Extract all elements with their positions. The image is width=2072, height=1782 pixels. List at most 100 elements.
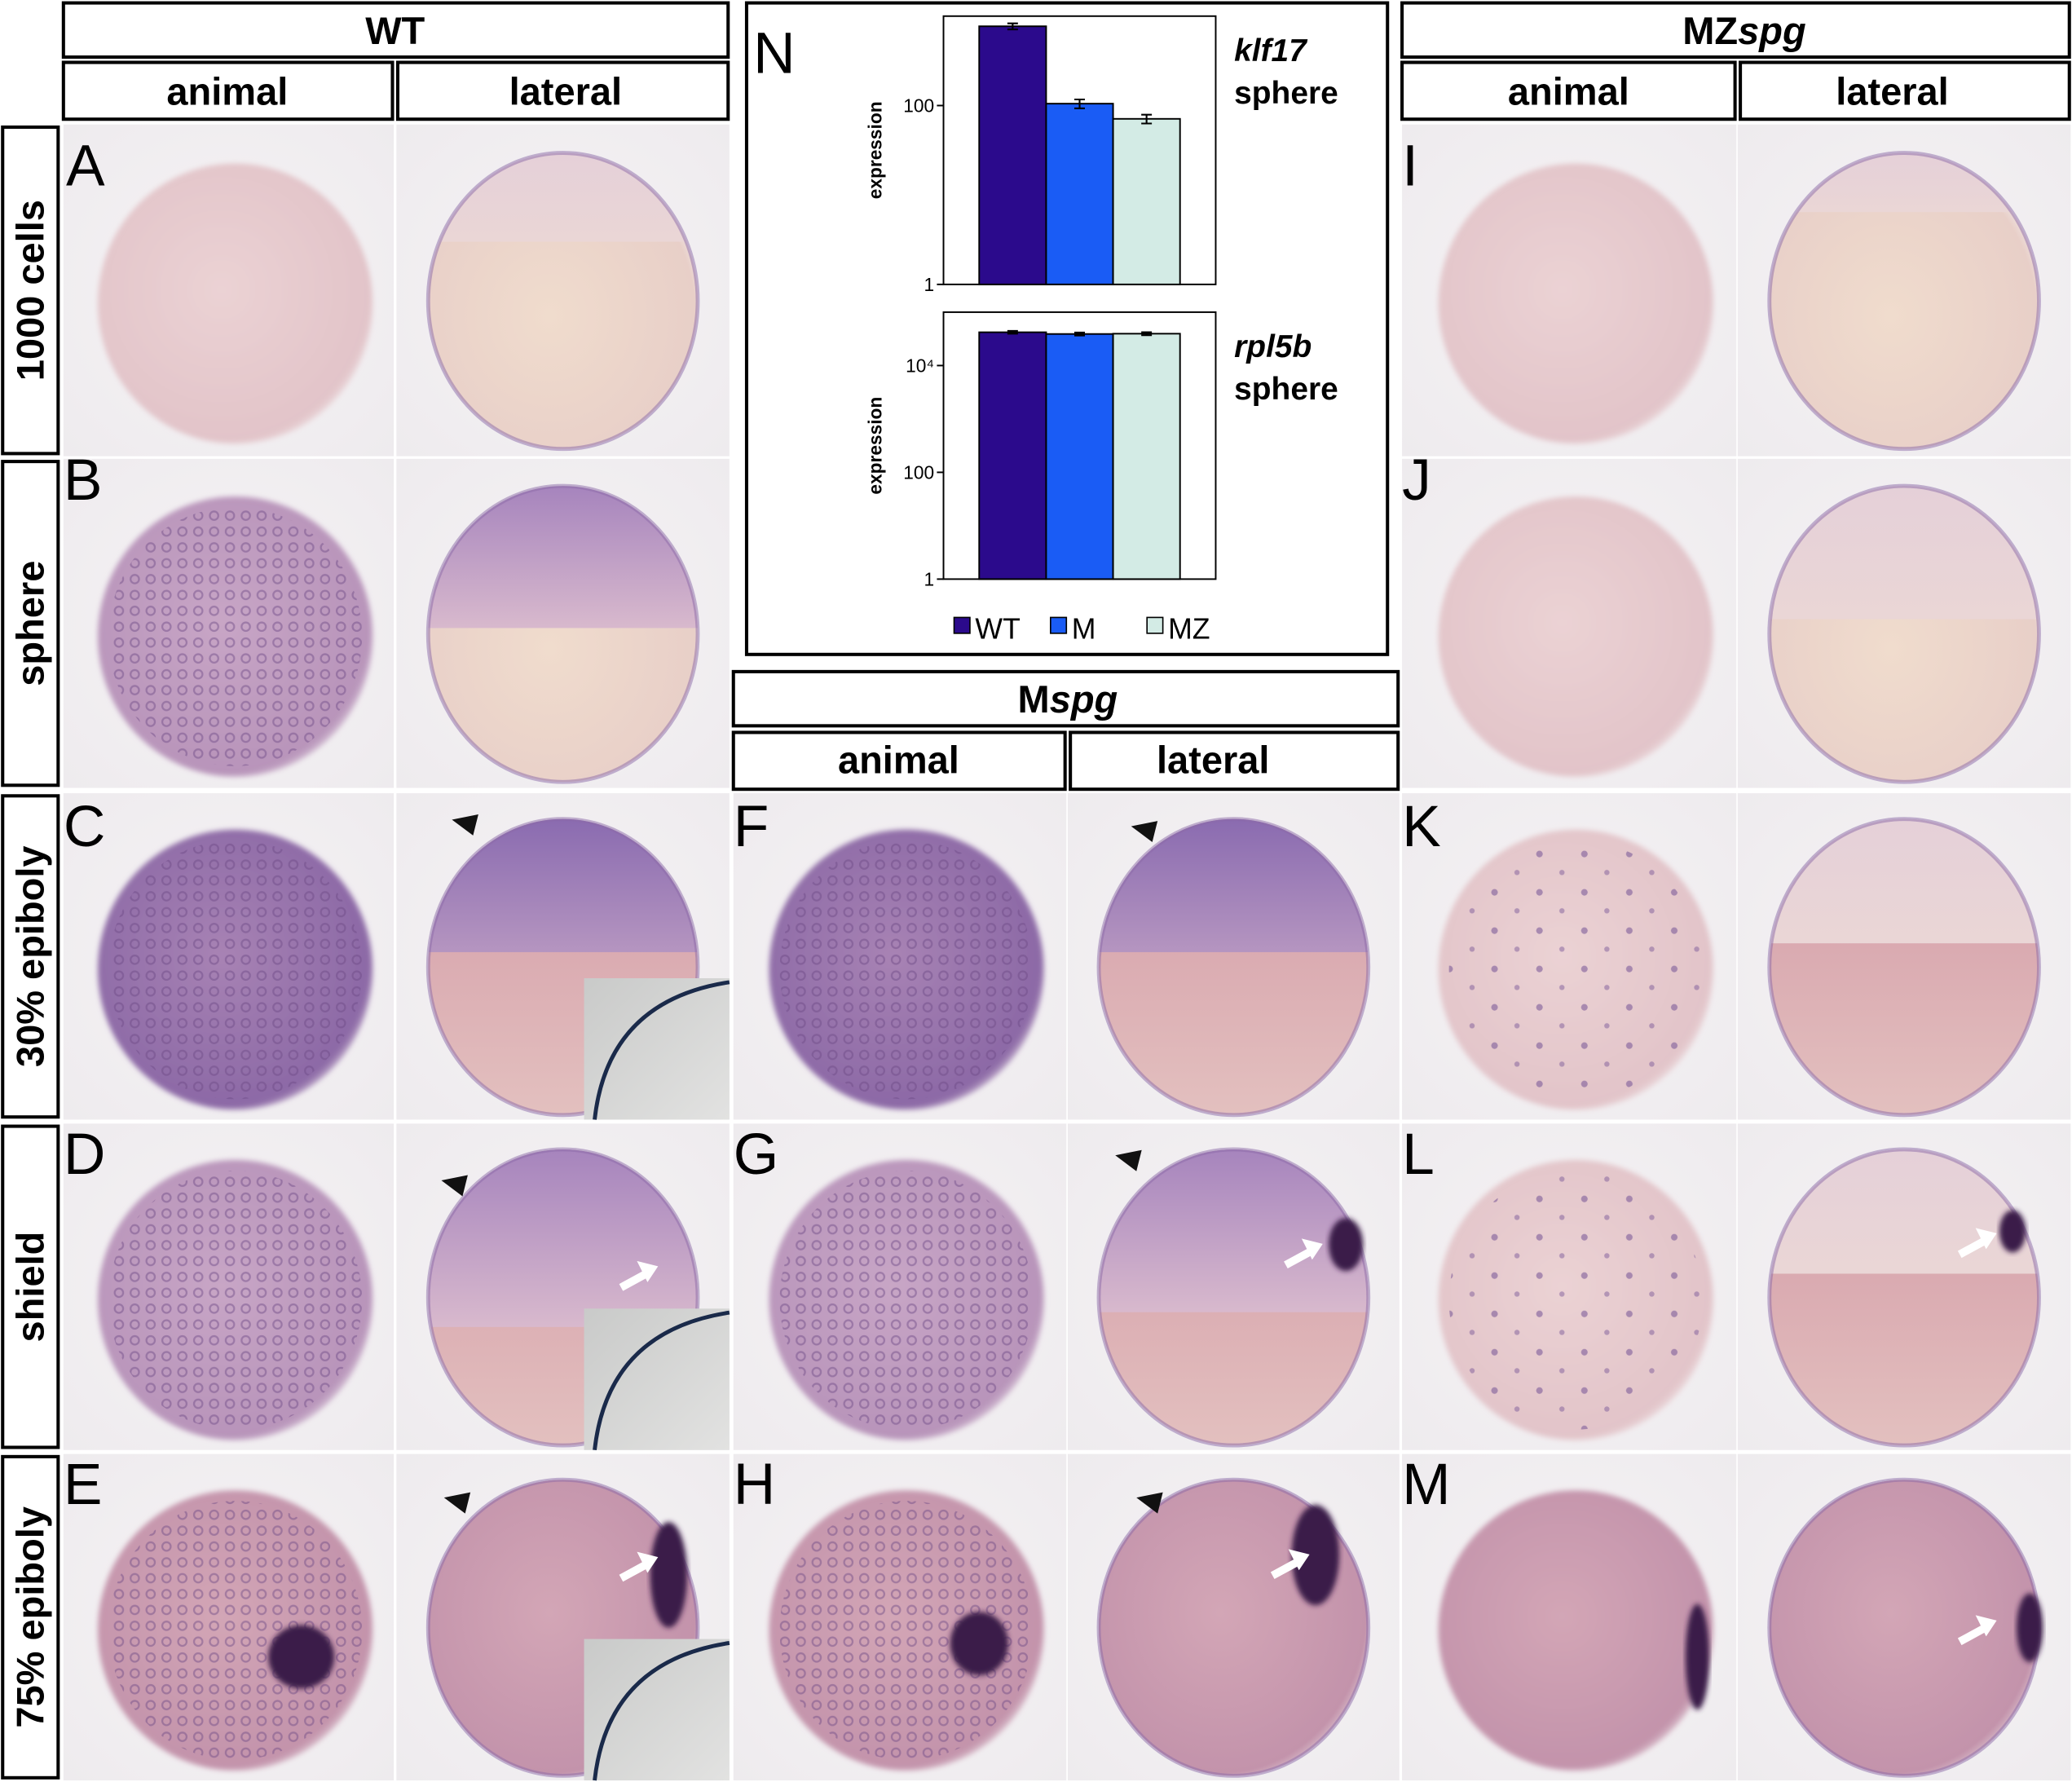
- dic-edge: [593, 1310, 730, 1451]
- row-label: 75% epiboly: [8, 1506, 51, 1728]
- y-tick-label: 100: [903, 95, 934, 117]
- header-part: M: [1018, 677, 1050, 721]
- error-bar: [1074, 331, 1085, 337]
- image-panels: [63, 124, 2071, 1781]
- y-tick-label: 10⁴: [906, 355, 934, 377]
- embryo-edge: [1096, 1147, 1371, 1448]
- row-label-box: [1, 1454, 60, 1780]
- panel-letter: J: [1402, 448, 1431, 513]
- header: MZspg: [1682, 9, 1805, 52]
- row-label: sphere: [8, 561, 51, 686]
- header: animal: [1508, 69, 1629, 112]
- dic-edge: [593, 1641, 730, 1781]
- error-bar: [1007, 329, 1018, 335]
- legend-swatch: [953, 616, 971, 634]
- chart-title: klf17: [1234, 33, 1308, 68]
- row-label: 1000 cells: [8, 200, 51, 381]
- header-part: spg: [1738, 9, 1806, 52]
- embryo: [428, 818, 698, 1115]
- row-label-box: [1, 794, 60, 1119]
- stain: [2016, 1593, 2043, 1662]
- embryo: [1438, 496, 1713, 777]
- legend-label: WT: [975, 612, 1020, 645]
- header-part: spg: [1050, 677, 1118, 721]
- stain: [1685, 1603, 1709, 1710]
- embryo-edge: [1096, 817, 1371, 1118]
- arrowhead: [1131, 821, 1158, 843]
- stain: [1999, 1210, 2026, 1253]
- header-box: [61, 1, 730, 60]
- dic-insert: [584, 1639, 730, 1781]
- dic-edge: [593, 980, 730, 1120]
- stain: [268, 1625, 335, 1689]
- header-part: MZ: [1682, 9, 1738, 52]
- embryo: [1769, 1480, 2039, 1776]
- arrow: [637, 1260, 659, 1282]
- panel-letter: N: [753, 20, 796, 86]
- arrow: [1975, 1615, 1997, 1637]
- embryo: [1769, 818, 2039, 1115]
- chart-subtitle: sphere: [1234, 76, 1338, 111]
- embryo: [1438, 163, 1713, 444]
- panel-letter: L: [1402, 1122, 1435, 1187]
- embryo-texture: [108, 1501, 363, 1760]
- header-box: [1400, 1, 2071, 60]
- bar: [978, 25, 1047, 285]
- embryo: [1769, 152, 2039, 449]
- panel-letter: E: [64, 1452, 103, 1517]
- embryo-texture: [108, 507, 363, 766]
- panel-letter: M: [1402, 1452, 1450, 1517]
- arrowhead: [452, 814, 478, 836]
- header: lateral: [1157, 739, 1269, 782]
- stain: [950, 1612, 1008, 1676]
- legend-swatch: [1050, 616, 1068, 634]
- y-axis-label: expression: [864, 101, 885, 199]
- arrowhead: [443, 1492, 471, 1514]
- header-box: [1069, 730, 1400, 792]
- arrow: [1288, 1549, 1310, 1571]
- embryo-edge: [425, 1477, 700, 1778]
- header: lateral: [509, 69, 622, 112]
- row-label-box: [1, 460, 60, 787]
- bar: [1045, 333, 1114, 580]
- arrowhead: [441, 1175, 468, 1197]
- embryo-texture: [779, 840, 1034, 1100]
- header-box: [1739, 60, 2071, 121]
- embryo-edge: [425, 151, 700, 452]
- header: WT: [365, 9, 425, 52]
- header: Mspg: [1018, 677, 1118, 721]
- headers: [61, 1, 2071, 792]
- y-tick-label: 1: [924, 569, 935, 590]
- y-tick-label: 1: [924, 274, 935, 295]
- stain: [1291, 1505, 1340, 1606]
- chart-subtitle: sphere: [1234, 372, 1338, 407]
- embryo-texture: [108, 1170, 363, 1430]
- panel-letters: A B C D E F G H I J K L M N: [64, 20, 1451, 1517]
- arrow: [1975, 1228, 1997, 1250]
- embryo-texture: [779, 1170, 1034, 1430]
- bar: [978, 331, 1047, 580]
- error-bar: [1141, 113, 1153, 125]
- dic-insert: [584, 1308, 730, 1450]
- y-axis-label: expression: [864, 397, 885, 495]
- header-box: [1400, 60, 1737, 121]
- embryo-texture: [1448, 840, 1703, 1100]
- blastoderm: [1769, 1480, 2039, 1776]
- embryo-texture: [1448, 1170, 1703, 1430]
- header: lateral: [1836, 69, 1948, 112]
- embryo-edge: [1767, 817, 2041, 1118]
- header: animal: [838, 739, 959, 782]
- panel-letter: I: [1402, 133, 1418, 198]
- bar: [1045, 103, 1114, 285]
- chart-title: rpl5b: [1234, 329, 1312, 364]
- header-box: [731, 730, 1067, 792]
- panel-letter: C: [64, 794, 106, 859]
- header-box: [731, 669, 1400, 728]
- embryo-edge: [1767, 151, 2041, 452]
- legend-label: M: [1072, 612, 1096, 645]
- row-labels: 1000 cells sphere 30% epiboly shield 75% epi…: [1, 125, 60, 1780]
- embryo-edge: [1096, 1477, 1371, 1778]
- bar: [1112, 117, 1181, 285]
- embryo-texture: [108, 840, 363, 1100]
